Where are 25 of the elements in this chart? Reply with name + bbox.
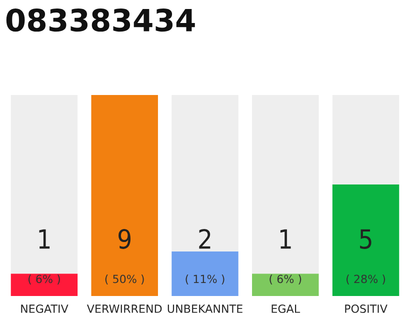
annotation: ( 6% ) [270, 274, 302, 284]
bar [252, 95, 319, 274]
data-label: 1 [39, 229, 50, 249]
bar [332, 184, 400, 296]
x-tick-label: EGAL [272, 304, 300, 313]
x-tick-label: NEGATIV [21, 304, 68, 313]
x-tick-label: UNBEKANNTE [168, 304, 242, 313]
data-label: 2 [199, 228, 210, 249]
chart-title: 083383434 [6, 8, 195, 32]
bar [332, 95, 400, 184]
annotation: ( 11% ) [186, 274, 224, 284]
x-tick-label: POSITIV [345, 304, 388, 313]
bar [172, 95, 238, 252]
data-label: 9 [118, 228, 130, 249]
annotation: ( 50% ) [105, 274, 144, 284]
annotation: ( 28% ) [346, 274, 386, 284]
bar [252, 274, 319, 296]
bar [172, 251, 238, 296]
annotation: ( 6% ) [28, 274, 60, 284]
bar [10, 274, 78, 296]
bar [91, 95, 158, 296]
bar [10, 95, 78, 274]
data-label: 5 [360, 229, 372, 249]
x-tick-label: VERWIRREND [86, 304, 162, 313]
data-label: 1 [280, 229, 291, 249]
